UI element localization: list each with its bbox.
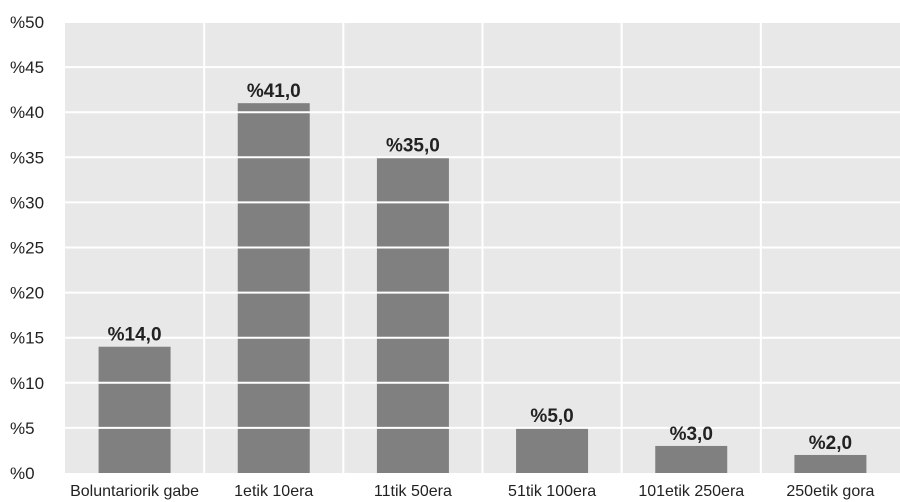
bar-6 [794, 454, 867, 473]
x-tick-label: 11tik 50era [374, 483, 452, 500]
data-label: %35,0 [386, 135, 440, 156]
bar-2 [237, 103, 310, 474]
x-tick-label: 250etik gora [786, 483, 874, 500]
y-tick-label: %5 [10, 419, 35, 438]
y-tick-label: %10 [10, 374, 44, 393]
bar-3 [376, 157, 449, 474]
x-tick-label: Boluntariorik gabe [70, 483, 199, 500]
y-tick-label: %40 [10, 103, 44, 122]
y-tick-label: %15 [10, 329, 44, 348]
bar-5 [655, 445, 728, 473]
y-tick-label: %30 [10, 193, 44, 212]
y-tick-label: %25 [10, 239, 44, 258]
data-label: %3,0 [670, 424, 713, 445]
y-tick-label: %35 [10, 148, 44, 167]
data-label: %5,0 [530, 406, 573, 427]
data-label: %14,0 [108, 325, 162, 346]
bar-4 [516, 427, 589, 473]
bar-1 [98, 346, 171, 473]
y-tick-label: %0 [10, 464, 35, 483]
y-tick-label: %20 [10, 284, 44, 303]
data-label: %41,0 [247, 81, 301, 102]
y-tick-label: %45 [10, 58, 44, 77]
data-label: %2,0 [809, 433, 852, 454]
x-tick-label: 51tik 100era [508, 483, 596, 500]
y-tick-label: %50 [10, 13, 44, 32]
x-tick-label: 101etik 250era [638, 483, 744, 500]
x-tick-label: 1etik 10era [234, 483, 313, 500]
